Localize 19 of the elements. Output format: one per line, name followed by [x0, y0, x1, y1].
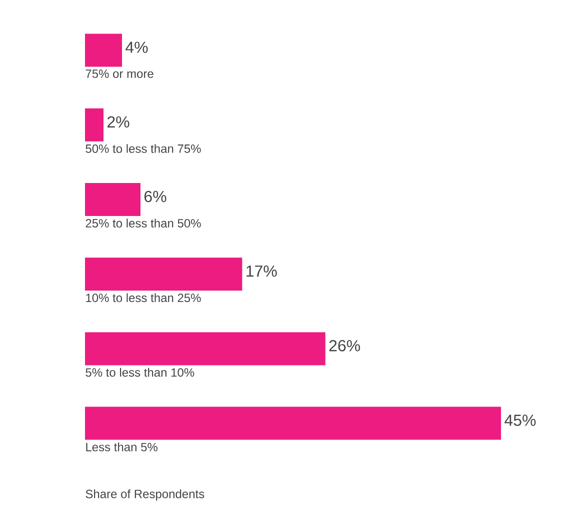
data-label: 26%	[329, 340, 360, 352]
y-tick-label: 75% or more	[86, 70, 154, 78]
data-label: 17%	[246, 266, 277, 277]
bar	[85, 183, 140, 216]
y-tick-label: 10% to less than 25%	[86, 293, 201, 302]
data-label: 4%	[126, 42, 148, 53]
data-label: 45%	[504, 414, 536, 426]
data-label: 6%	[144, 190, 166, 202]
y-tick-label: 25% to less than 50%	[86, 218, 201, 228]
bar	[85, 108, 104, 142]
bar	[85, 34, 122, 67]
y-tick-label: 5% to less than 10%	[86, 368, 194, 377]
data-label: 2%	[107, 116, 130, 128]
bar	[85, 332, 326, 366]
y-tick-label: Less than 5%	[86, 442, 158, 452]
bar	[85, 406, 502, 440]
y-tick-label: 50% to less than 75%	[86, 144, 201, 153]
x-axis-title: Share of Respondents	[86, 489, 204, 501]
bar	[85, 258, 242, 291]
